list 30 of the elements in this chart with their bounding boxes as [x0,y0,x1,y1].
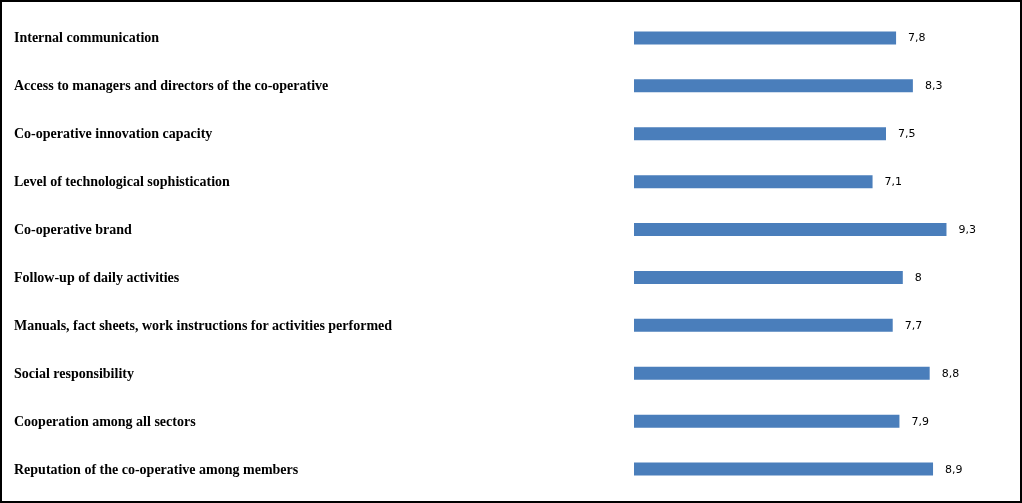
y-tick-label: Manuals, fact sheets, work instructions for activities performed [14,317,393,333]
bar [634,414,900,428]
data-label: 7,8 [908,31,926,45]
data-label: 8,9 [945,462,963,476]
bar [634,462,934,476]
bar [634,270,903,284]
data-label: 9,3 [958,223,976,237]
bar [634,31,897,45]
y-tick-label: Cooperation among all sectors [14,413,197,429]
y-tick-label: Level of technological sophistication [14,174,231,190]
data-label: 8,8 [941,366,960,380]
y-tick-label: Social responsibility [14,365,134,381]
y-tick-label: Access to managers and directors of the co-operative [14,78,329,94]
data-label: 7,5 [898,127,916,141]
bar [634,223,947,237]
y-tick-label: Follow-up of daily activities [14,269,180,285]
data-label: 7,9 [911,414,929,428]
data-label: 7,1 [884,175,903,189]
bar [634,127,886,141]
bar [634,366,930,380]
bar [634,318,893,332]
data-label: 7,7 [904,318,923,332]
y-tick-label: Reputation of the co-operative among members [14,461,299,477]
bar [634,79,913,93]
y-tick-label: Co-operative brand [14,222,133,238]
bar [634,175,873,189]
y-tick-label: Co-operative innovation capacity [14,126,213,142]
y-tick-label: Internal communication [14,30,160,46]
data-label: 8,3 [924,79,943,93]
data-label: 8 [914,270,922,284]
